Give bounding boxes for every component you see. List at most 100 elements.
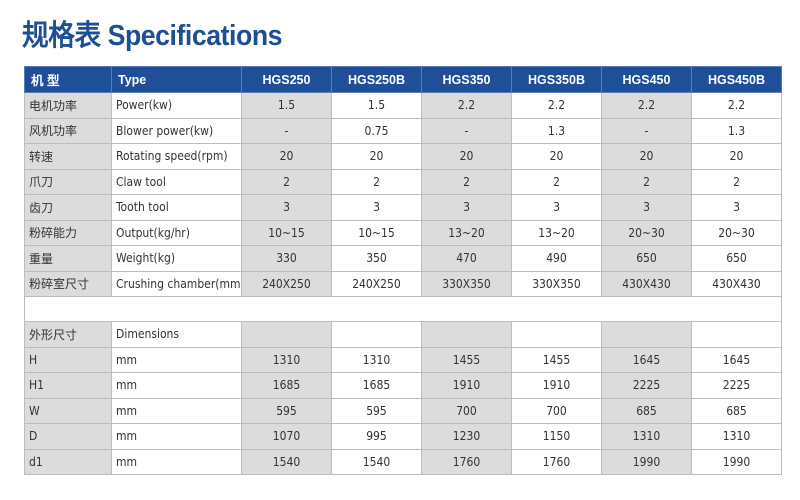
value-cell: 3: [601, 194, 692, 221]
value-cell: [601, 321, 692, 348]
value-cell: -: [421, 117, 512, 144]
value-cell: 2: [241, 168, 332, 195]
value-cell: 3: [421, 194, 512, 221]
row-label-en: Blower power(kw): [111, 117, 242, 144]
value-cell: 2: [511, 168, 602, 195]
value-cell: 1990: [691, 448, 782, 475]
table-row: H1 mm 1685 1685 1910 1910 2225 2225: [24, 372, 782, 399]
value-cell: 595: [241, 397, 332, 424]
row-label-cn: D: [24, 423, 112, 450]
value-cell: 330X350: [511, 270, 602, 297]
value-cell: 1310: [331, 346, 422, 373]
value-cell: 700: [511, 397, 602, 424]
value-cell: 2.2: [511, 92, 602, 119]
value-cell: 595: [331, 397, 422, 424]
value-cell: -: [241, 117, 332, 144]
value-cell: 700: [421, 397, 512, 424]
row-label-cn: 转速: [24, 143, 112, 170]
value-cell: 1070: [241, 423, 332, 450]
row-label-cn: 粉碎室尺寸: [24, 270, 112, 297]
row-label-en: mm: [111, 372, 242, 399]
row-label-en: mm: [111, 397, 242, 424]
row-label-cn: 齿刀: [24, 194, 112, 221]
row-label-cn: 重量: [24, 245, 112, 272]
value-cell: 685: [601, 397, 692, 424]
value-cell: 1910: [511, 372, 602, 399]
row-label-en: mm: [111, 448, 242, 475]
table-row: 电机功率 Power(kw) 1.5 1.5 2.2 2.2 2.2 2.2: [24, 92, 782, 119]
header-model: HGS450B: [691, 66, 782, 93]
row-label-en: Dimensions: [111, 321, 242, 348]
value-cell: 1760: [511, 448, 602, 475]
value-cell: 3: [511, 194, 602, 221]
value-cell: 685: [691, 397, 782, 424]
value-cell: 650: [691, 245, 782, 272]
value-cell: 3: [691, 194, 782, 221]
spacer-row: [24, 296, 782, 322]
value-cell: 1.5: [331, 92, 422, 119]
value-cell: 1455: [511, 346, 602, 373]
value-cell: 20: [331, 143, 422, 170]
value-cell: 2: [601, 168, 692, 195]
value-cell: 1.5: [241, 92, 332, 119]
value-cell: 13~20: [511, 219, 602, 246]
value-cell: 490: [511, 245, 602, 272]
page-title: 规格表 Specifications: [22, 20, 283, 52]
value-cell: 430X430: [691, 270, 782, 297]
value-cell: 1.3: [691, 117, 782, 144]
value-cell: 1150: [511, 423, 602, 450]
value-cell: 0.75: [331, 117, 422, 144]
value-cell: 470: [421, 245, 512, 272]
row-label-cn: H1: [24, 372, 112, 399]
header-model: HGS350: [421, 66, 512, 93]
value-cell: 650: [601, 245, 692, 272]
value-cell: 2.2: [691, 92, 782, 119]
value-cell: 2225: [601, 372, 692, 399]
value-cell: 995: [331, 423, 422, 450]
value-cell: 1910: [421, 372, 512, 399]
table-row: d1 mm 1540 1540 1760 1760 1990 1990: [24, 448, 782, 475]
row-label-cn: 风机功率: [24, 117, 112, 144]
header-model: HGS350B: [511, 66, 602, 93]
value-cell: 10~15: [241, 219, 332, 246]
value-cell: 350: [331, 245, 422, 272]
value-cell: 1230: [421, 423, 512, 450]
value-cell: 1310: [691, 423, 782, 450]
table-row: 重量 Weight(kg) 330 350 470 490 650 650: [24, 245, 782, 272]
value-cell: [421, 321, 512, 348]
value-cell: 1645: [601, 346, 692, 373]
value-cell: [331, 321, 422, 348]
value-cell: 1.3: [511, 117, 602, 144]
value-cell: [511, 321, 602, 348]
value-cell: 2: [691, 168, 782, 195]
table-row: 粉碎室尺寸 Crushing chamber(mm) 240X250 240X250 3…: [24, 270, 782, 297]
table-row: 爪刀 Claw tool 2 2 2 2 2 2: [24, 168, 782, 195]
value-cell: [691, 321, 782, 348]
value-cell: -: [601, 117, 692, 144]
value-cell: [241, 321, 332, 348]
value-cell: 20: [421, 143, 512, 170]
row-label-en: mm: [111, 423, 242, 450]
value-cell: 1310: [241, 346, 332, 373]
table-row: 外形尺寸 Dimensions: [24, 321, 782, 348]
value-cell: 2: [331, 168, 422, 195]
header-model: HGS450: [601, 66, 692, 93]
header-type: Type: [111, 66, 242, 93]
value-cell: 1540: [241, 448, 332, 475]
value-cell: 2.2: [421, 92, 512, 119]
table-row: 粉碎能力 Output(kg/hr) 10~15 10~15 13~20 13~20 20~…: [24, 219, 782, 246]
value-cell: 1310: [601, 423, 692, 450]
value-cell: 1455: [421, 346, 512, 373]
row-label-cn: 外形尺寸: [24, 321, 112, 348]
value-cell: 10~15: [331, 219, 422, 246]
value-cell: 430X430: [601, 270, 692, 297]
value-cell: 2225: [691, 372, 782, 399]
row-label-en: Output(kg/hr): [111, 219, 242, 246]
row-label-cn: W: [24, 397, 112, 424]
row-label-en: Tooth tool: [111, 194, 242, 221]
value-cell: 1540: [331, 448, 422, 475]
row-label-en: Power(kw): [111, 92, 242, 119]
